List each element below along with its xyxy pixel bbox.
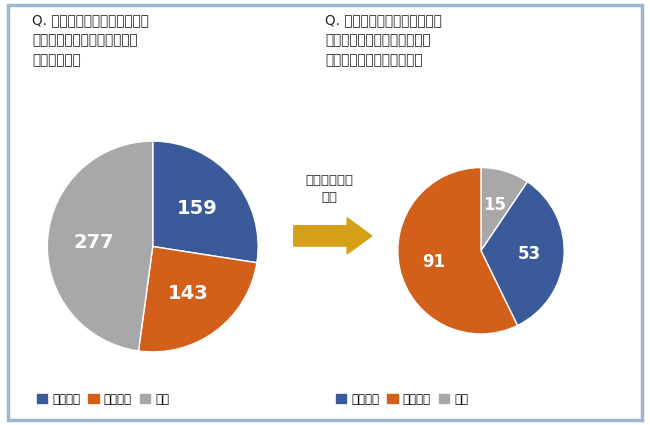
Wedge shape [153, 141, 258, 263]
Text: 159: 159 [177, 198, 218, 218]
Text: Q. 敷地内の生物多様性の保全
のための何らかの指針や計画
は明文化されていますか？: Q. 敷地内の生物多様性の保全 のための何らかの指針や計画 は明文化されています… [325, 13, 442, 67]
Text: 53: 53 [517, 245, 541, 263]
Wedge shape [398, 167, 517, 334]
Legend: 生息あり, 生息なし, 不明: 生息あり, 生息なし, 不明 [32, 388, 174, 411]
Wedge shape [138, 246, 257, 352]
Text: 277: 277 [73, 233, 114, 252]
Wedge shape [47, 141, 153, 351]
Text: Q. 敷地内の緑地に絶滅危惧種
などの希少種は生息・生育し
ていますか？: Q. 敷地内の緑地に絶滅危惧種 などの希少種は生息・生育し ていますか？ [32, 13, 150, 67]
Legend: 指針あり, 指針なし, 不明: 指針あり, 指針なし, 不明 [331, 388, 473, 411]
Text: 91: 91 [422, 252, 445, 271]
Text: 15: 15 [484, 196, 506, 214]
FancyArrow shape [294, 218, 372, 254]
Text: 143: 143 [168, 284, 209, 303]
Wedge shape [481, 182, 564, 326]
Text: 「生息あり」
の内: 「生息あり」 の内 [306, 174, 354, 204]
Wedge shape [481, 167, 528, 251]
